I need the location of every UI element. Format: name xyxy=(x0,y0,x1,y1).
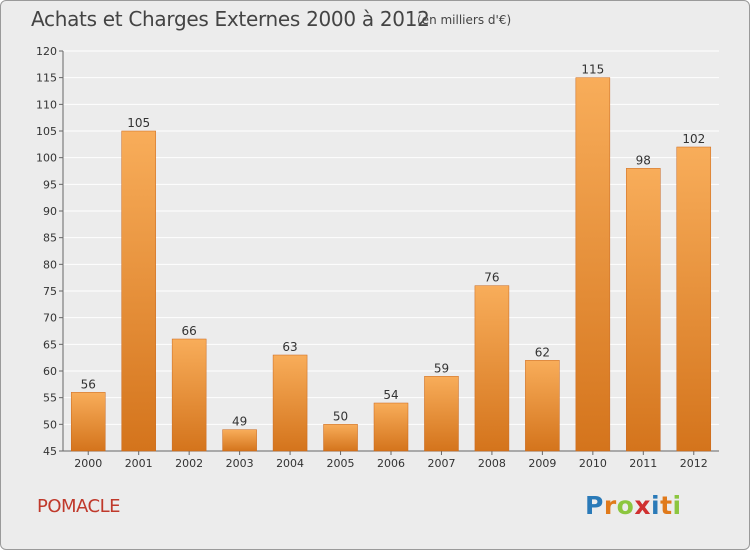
bar-2004[interactable] xyxy=(272,354,308,452)
chart-title: Achats et Charges Externes 2000 à 2012 xyxy=(31,7,430,31)
x-tick-label-2002: 2002 xyxy=(175,457,203,470)
data-label-2008: 76 xyxy=(484,271,499,285)
bar-2000[interactable] xyxy=(70,392,106,452)
logo-letter: i xyxy=(672,491,682,520)
y-tick-label: 45 xyxy=(43,445,57,458)
y-tick-label: 120 xyxy=(36,45,57,58)
bar-2012[interactable] xyxy=(676,146,712,452)
y-tick-label: 60 xyxy=(43,365,57,378)
logo-letter: i xyxy=(651,491,661,520)
chart-subtitle: (en milliers d'€) xyxy=(417,13,512,27)
town-name: POMACLE xyxy=(37,496,121,517)
bar-2008[interactable] xyxy=(474,285,510,452)
bar-2009[interactable] xyxy=(525,360,560,452)
bar-2010[interactable] xyxy=(575,77,611,452)
data-label-2010: 115 xyxy=(581,63,604,77)
y-tick-label: 65 xyxy=(43,338,57,351)
y-tick-label: 100 xyxy=(36,152,57,165)
x-tick-label-2006: 2006 xyxy=(377,457,405,470)
data-label-2002: 66 xyxy=(182,324,197,338)
y-tick-label: 115 xyxy=(36,72,57,85)
data-label-2011: 98 xyxy=(636,153,651,167)
x-tick-label-2005: 2005 xyxy=(327,457,355,470)
x-tick-label-2007: 2007 xyxy=(427,457,455,470)
x-tick-label-2003: 2003 xyxy=(226,457,254,470)
x-tick-label-2012: 2012 xyxy=(680,457,708,470)
bar-2006[interactable] xyxy=(373,402,409,452)
logo-letter: t xyxy=(660,491,673,520)
data-label-2009: 62 xyxy=(535,345,550,359)
data-label-2005: 50 xyxy=(333,409,348,423)
x-tick-label-2011: 2011 xyxy=(629,457,657,470)
y-tick-label: 55 xyxy=(43,392,57,405)
x-tick-label-2004: 2004 xyxy=(276,457,304,470)
data-label-2003: 49 xyxy=(232,415,247,429)
data-label-2001: 105 xyxy=(127,116,150,130)
y-tick-label: 90 xyxy=(43,205,57,218)
bar-2002[interactable] xyxy=(171,338,207,452)
logo-letter: o xyxy=(616,491,635,520)
bar-2007[interactable] xyxy=(424,376,459,452)
data-label-2000: 56 xyxy=(81,377,96,391)
data-label-2007: 59 xyxy=(434,361,449,375)
x-tick-label-2008: 2008 xyxy=(478,457,506,470)
proxiti-logo[interactable]: Proxiti xyxy=(585,491,682,520)
y-tick-label: 50 xyxy=(43,418,57,431)
data-label-2004: 63 xyxy=(282,340,297,354)
bar-2001[interactable] xyxy=(121,130,156,452)
logo-letter: P xyxy=(585,491,604,520)
logo-letter: x xyxy=(634,491,651,520)
y-tick-label: 105 xyxy=(36,125,57,138)
x-tick-label-2010: 2010 xyxy=(579,457,607,470)
y-tick-label: 85 xyxy=(43,232,57,245)
x-tick-label-2001: 2001 xyxy=(125,457,153,470)
y-tick-label: 110 xyxy=(36,98,57,111)
y-tick-label: 70 xyxy=(43,312,57,325)
logo-letter: r xyxy=(603,491,617,520)
y-tick-label: 80 xyxy=(43,258,57,271)
y-tick-label: 95 xyxy=(43,178,57,191)
bar-2003[interactable] xyxy=(222,429,257,452)
bar-2005[interactable] xyxy=(323,424,358,452)
bar-2011[interactable] xyxy=(626,168,661,452)
x-tick-label-2000: 2000 xyxy=(74,457,102,470)
data-label-2006: 54 xyxy=(383,388,398,402)
x-tick-label-2009: 2009 xyxy=(528,457,556,470)
data-label-2012: 102 xyxy=(682,132,705,146)
y-tick-label: 75 xyxy=(43,285,57,298)
